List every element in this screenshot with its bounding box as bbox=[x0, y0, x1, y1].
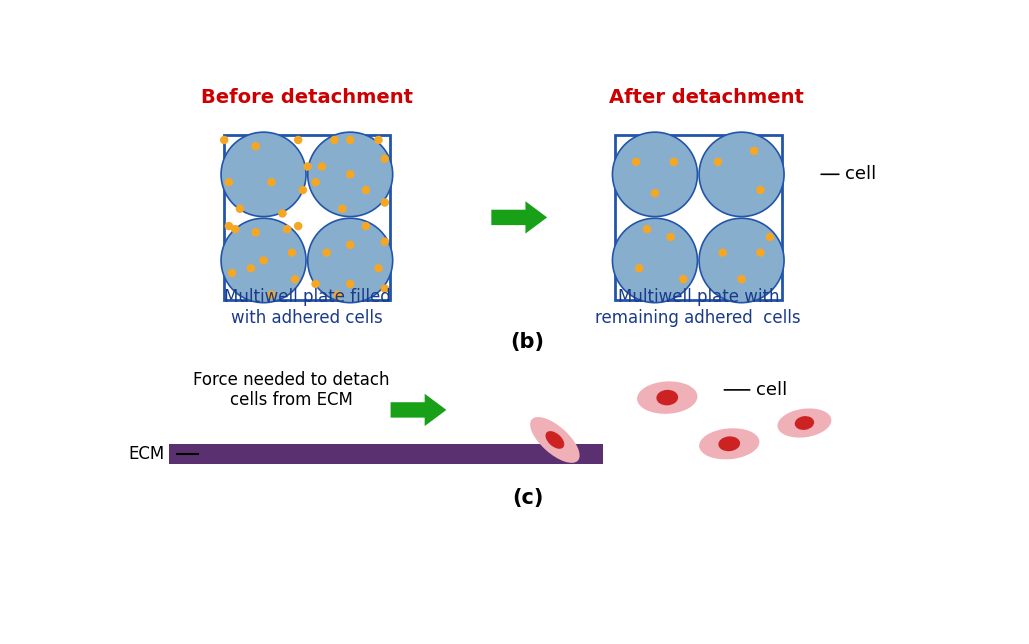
Ellipse shape bbox=[545, 431, 564, 449]
Circle shape bbox=[381, 238, 389, 246]
Text: (c): (c) bbox=[512, 488, 543, 507]
Circle shape bbox=[278, 209, 287, 218]
Circle shape bbox=[718, 249, 726, 257]
Text: ECM: ECM bbox=[128, 445, 165, 463]
Circle shape bbox=[283, 225, 291, 233]
Circle shape bbox=[650, 189, 660, 197]
Circle shape bbox=[318, 162, 326, 171]
Circle shape bbox=[294, 222, 303, 231]
Circle shape bbox=[224, 222, 234, 231]
Circle shape bbox=[339, 205, 347, 213]
Circle shape bbox=[312, 178, 320, 186]
Text: Multiwell plate filled
with adhered cells: Multiwell plate filled with adhered cell… bbox=[223, 288, 390, 327]
Ellipse shape bbox=[778, 408, 831, 438]
Ellipse shape bbox=[530, 417, 579, 463]
Circle shape bbox=[294, 136, 303, 144]
Circle shape bbox=[259, 256, 268, 265]
Circle shape bbox=[268, 290, 276, 299]
Circle shape bbox=[699, 218, 784, 303]
Circle shape bbox=[330, 136, 339, 144]
Text: cell: cell bbox=[756, 381, 787, 399]
Text: After detachment: After detachment bbox=[608, 88, 804, 107]
Circle shape bbox=[381, 155, 389, 163]
Circle shape bbox=[247, 264, 255, 272]
FancyArrow shape bbox=[491, 201, 547, 234]
Circle shape bbox=[304, 162, 312, 171]
Circle shape bbox=[667, 232, 675, 242]
Bar bbox=[615, 135, 782, 300]
Circle shape bbox=[322, 249, 331, 257]
Circle shape bbox=[679, 275, 687, 283]
Circle shape bbox=[375, 136, 383, 144]
Circle shape bbox=[288, 249, 296, 257]
Circle shape bbox=[381, 198, 389, 207]
Circle shape bbox=[236, 205, 244, 213]
Ellipse shape bbox=[637, 381, 698, 414]
Circle shape bbox=[699, 132, 784, 216]
Circle shape bbox=[375, 264, 383, 272]
Circle shape bbox=[670, 158, 678, 166]
Circle shape bbox=[612, 218, 698, 303]
Ellipse shape bbox=[794, 416, 814, 430]
Circle shape bbox=[346, 136, 354, 144]
Circle shape bbox=[308, 132, 393, 216]
Text: Multiwell plate with
remaining adhered  cells: Multiwell plate with remaining adhered c… bbox=[596, 288, 801, 327]
Circle shape bbox=[251, 142, 260, 151]
Circle shape bbox=[766, 232, 774, 242]
Circle shape bbox=[346, 170, 354, 178]
Text: (b): (b) bbox=[510, 332, 544, 352]
Circle shape bbox=[346, 279, 354, 288]
Ellipse shape bbox=[699, 428, 759, 459]
Ellipse shape bbox=[718, 437, 740, 451]
Circle shape bbox=[308, 218, 393, 303]
Circle shape bbox=[268, 178, 276, 186]
Circle shape bbox=[361, 222, 370, 231]
Circle shape bbox=[298, 185, 307, 194]
Circle shape bbox=[333, 290, 342, 299]
Circle shape bbox=[612, 132, 698, 216]
Circle shape bbox=[361, 185, 370, 194]
Circle shape bbox=[756, 249, 765, 257]
Bar bbox=[169, 444, 603, 464]
Circle shape bbox=[227, 269, 237, 277]
Circle shape bbox=[714, 158, 722, 166]
Circle shape bbox=[230, 225, 240, 233]
Text: Before detachment: Before detachment bbox=[201, 88, 413, 107]
Text: cell: cell bbox=[846, 166, 877, 184]
Circle shape bbox=[220, 136, 228, 144]
Ellipse shape bbox=[657, 390, 678, 405]
Circle shape bbox=[312, 279, 320, 288]
Circle shape bbox=[643, 225, 651, 233]
Circle shape bbox=[221, 132, 306, 216]
Circle shape bbox=[251, 228, 260, 236]
Text: Force needed to detach
cells from ECM: Force needed to detach cells from ECM bbox=[193, 370, 390, 410]
Circle shape bbox=[346, 241, 354, 249]
Bar bbox=[223, 135, 390, 300]
Circle shape bbox=[632, 158, 640, 166]
Circle shape bbox=[291, 275, 299, 283]
Circle shape bbox=[738, 275, 746, 283]
Circle shape bbox=[756, 185, 765, 194]
Circle shape bbox=[635, 264, 643, 272]
FancyArrow shape bbox=[391, 393, 447, 426]
Circle shape bbox=[221, 218, 306, 303]
Circle shape bbox=[381, 285, 389, 293]
Circle shape bbox=[750, 147, 758, 155]
Circle shape bbox=[224, 178, 234, 186]
